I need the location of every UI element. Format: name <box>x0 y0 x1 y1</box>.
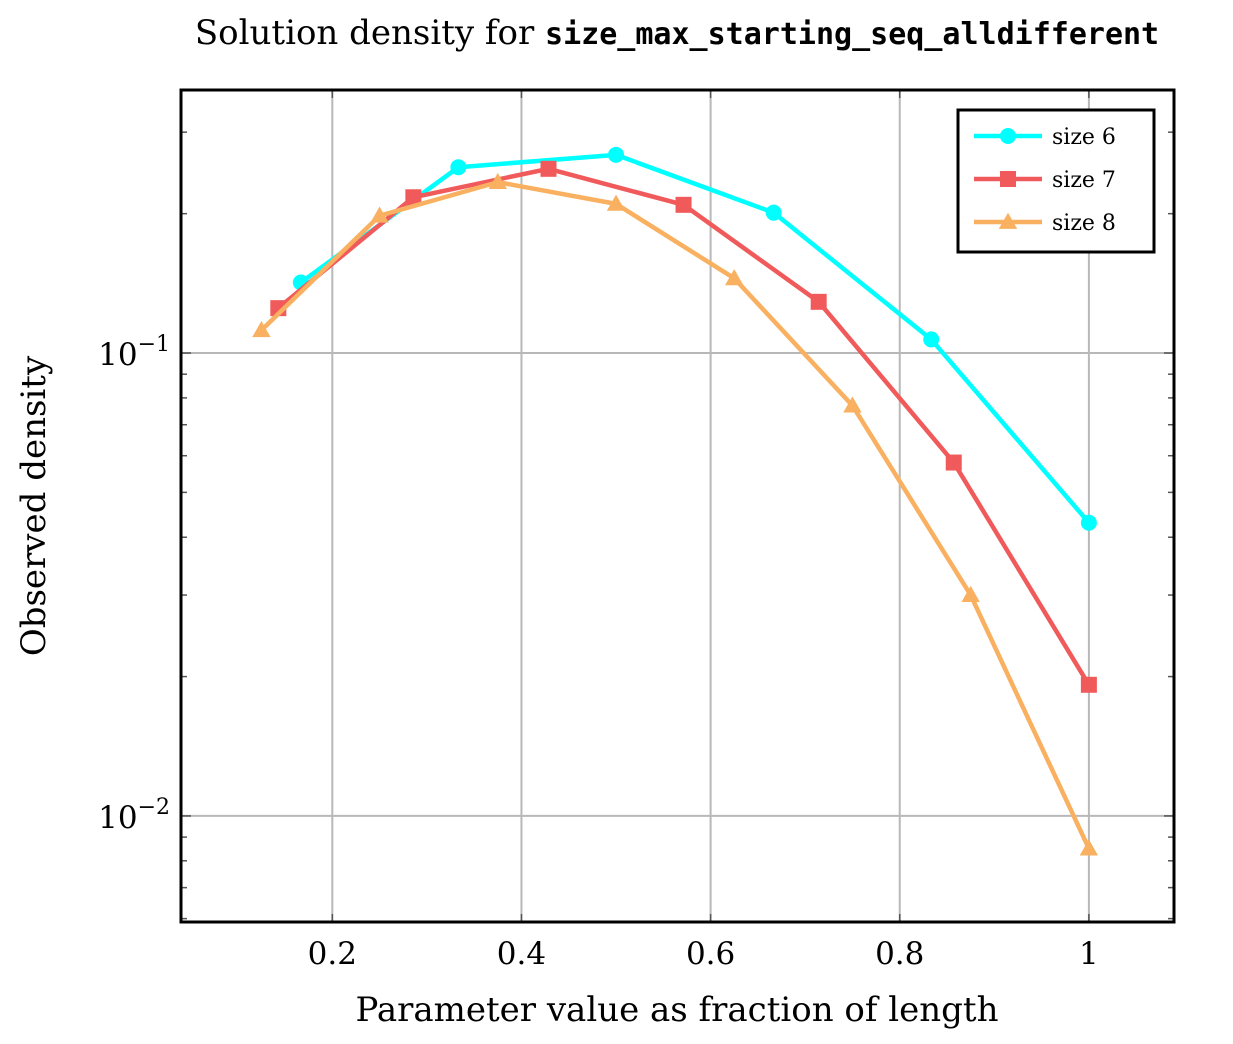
data-point-circle <box>1080 514 1097 531</box>
data-point-circle <box>608 146 625 163</box>
data-point-square <box>675 196 692 213</box>
data-point-circle <box>1000 128 1016 144</box>
x-tick-label: 1 <box>1079 936 1099 972</box>
legend-entry: size 6 <box>974 125 1116 150</box>
data-point-square <box>405 189 422 206</box>
y-tick-base: 10 <box>98 337 137 373</box>
series-size-6 <box>292 146 1097 531</box>
y-tick-exponent: −2 <box>138 795 170 820</box>
data-point-square <box>1080 676 1097 693</box>
data-point-circle <box>765 204 782 221</box>
legend-label: size 6 <box>1052 125 1116 150</box>
series-layer <box>252 146 1099 856</box>
data-point-square <box>1000 171 1016 187</box>
legend-entry: size 7 <box>974 168 1116 193</box>
x-tick-label: 0.4 <box>497 936 546 972</box>
data-point-triangle <box>606 194 626 211</box>
series-line <box>259 179 1091 850</box>
data-point-triangle <box>725 269 744 286</box>
data-point-triangle <box>370 206 389 223</box>
data-point-triangle <box>961 585 980 602</box>
y-tick-label: 10−1 <box>98 332 170 373</box>
y-axis-label: Observed density <box>14 355 54 656</box>
x-tick-labels: 0.2 0.4 0.6 0.8 1 <box>308 936 1099 972</box>
x-tick-label: 0.6 <box>686 936 735 972</box>
y-tick-labels: 10−110−2 <box>98 332 170 836</box>
data-point-triangle <box>488 172 508 190</box>
legend: size 6 size 7 size 8 <box>956 108 1156 254</box>
grid <box>181 90 1174 922</box>
legend-entry: size 8 <box>974 211 1116 236</box>
data-point-circle <box>923 331 940 348</box>
data-point-triangle <box>843 396 862 413</box>
chart-title-prefix: Solution density for <box>195 13 545 53</box>
series-line <box>299 152 1091 525</box>
data-point-square <box>540 160 557 177</box>
chart-title: Solution density for size_max_starting_s… <box>195 13 1159 53</box>
x-tick-label: 0.8 <box>875 936 924 972</box>
series-size-8 <box>252 172 1099 856</box>
x-axis-label: Parameter value as fraction of length <box>356 990 999 1030</box>
y-tick-exponent: −1 <box>138 332 170 357</box>
series-size-7 <box>270 160 1097 693</box>
data-point-triangle <box>1079 839 1099 856</box>
legend-label: size 8 <box>1052 211 1116 236</box>
plot-frame <box>179 88 1176 924</box>
x-tick-label: 0.2 <box>308 936 357 972</box>
data-point-square <box>810 293 827 310</box>
chart-title-code: size_max_starting_seq_alldifferent <box>545 17 1159 52</box>
y-tick-base: 10 <box>98 800 137 836</box>
data-point-square <box>945 454 962 471</box>
data-point-triangle <box>998 212 1018 229</box>
data-point-triangle <box>252 321 271 338</box>
y-tick-label: 10−2 <box>98 795 170 836</box>
data-point-circle <box>450 159 467 176</box>
legend-label: size 7 <box>1052 168 1116 193</box>
